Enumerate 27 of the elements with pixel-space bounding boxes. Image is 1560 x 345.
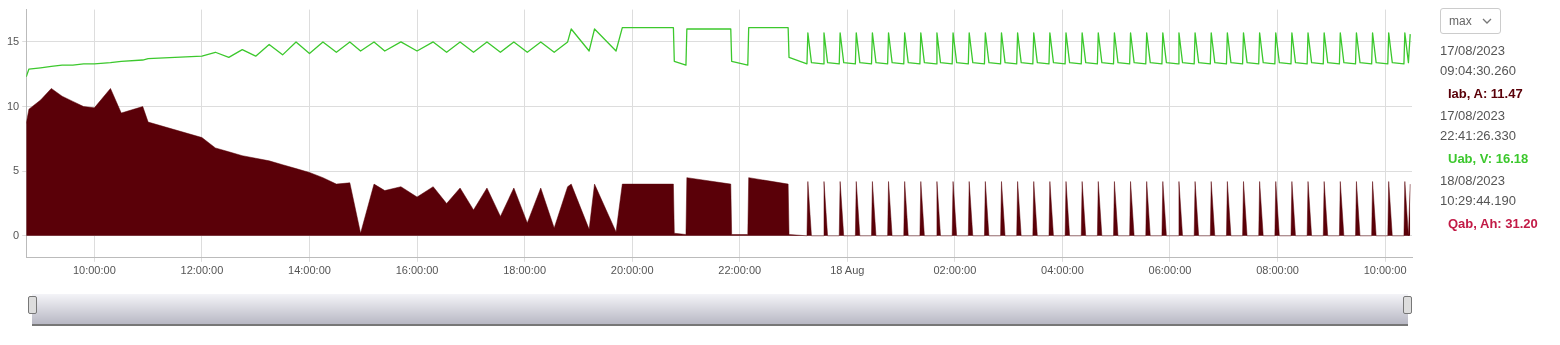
text: max: [1449, 14, 1472, 28]
x-tick-label: 02:00:00: [933, 264, 977, 277]
x-tick-label: 08:00:00: [1256, 264, 1299, 277]
y-tick-label: 15: [6, 34, 20, 47]
x-tick-label: 22:00:00: [718, 264, 762, 277]
x-tick-label: 16:00:00: [395, 264, 439, 277]
text: 09:04:30.260: [1440, 62, 1517, 80]
x-tick-label: 20:00:00: [610, 264, 654, 277]
text: Uab, V: 16.18: [1448, 151, 1530, 166]
x-tick-label: 04:00:00: [1041, 264, 1084, 277]
y-tick-label: 0: [13, 228, 20, 241]
text: 18/08/2023: [1440, 172, 1507, 190]
x-tick-label: 12:00:00: [180, 264, 224, 277]
text: 17/08/2023: [1440, 107, 1507, 125]
text: Iab, A: 11.47: [1448, 86, 1524, 101]
y-tick-label: 10: [6, 99, 20, 112]
x-tick-label: 18 Aug: [830, 264, 865, 277]
x-tick-label: 14:00:00: [288, 264, 331, 277]
text: 22:41:26.330: [1440, 127, 1517, 145]
text: 10:29:44.190: [1440, 192, 1517, 210]
x-tick-label: 06:00:00: [1148, 264, 1192, 277]
x-tick-label: 10:00:00: [1363, 264, 1407, 277]
x-tick-label: 18:00:00: [503, 264, 547, 277]
text: 17/08/2023: [1440, 42, 1507, 60]
text: Qab, Ah: 31.20: [1448, 216, 1539, 231]
y-tick-label: 5: [13, 164, 20, 177]
x-tick-label: 10:00:00: [72, 264, 116, 277]
